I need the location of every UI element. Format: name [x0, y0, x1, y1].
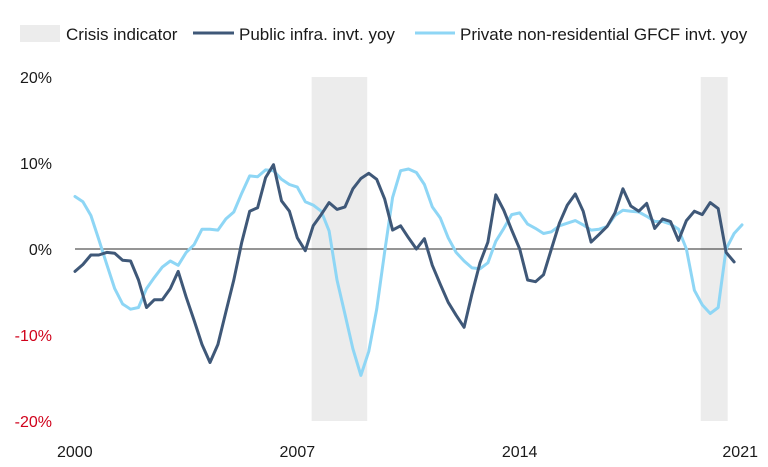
- x-axis-ticks: 2000 2007 2014 2021: [57, 444, 758, 461]
- legend-crisis-swatch: [20, 25, 60, 42]
- x-tick-label: 2007: [280, 444, 316, 461]
- legend-public-label: Public infra. invt. yoy: [239, 25, 395, 44]
- series-lines: [73, 163, 744, 377]
- x-tick-label: 2014: [502, 444, 538, 461]
- y-tick-label: 20%: [20, 70, 52, 87]
- legend: Crisis indicator Public infra. invt. yoy…: [20, 25, 748, 44]
- y-tick-label: 10%: [20, 156, 52, 173]
- public-infra-line: [73, 163, 736, 364]
- y-axis-ticks: 20% 10% 0% -10% -20%: [15, 70, 52, 431]
- x-tick-label: 2000: [57, 444, 93, 461]
- y-tick-label: -10%: [15, 328, 52, 345]
- y-tick-label: -20%: [15, 414, 52, 431]
- legend-private-label: Private non-residential GFCF invt. yoy: [460, 25, 748, 44]
- legend-crisis-label: Crisis indicator: [66, 25, 178, 44]
- y-tick-label: 0%: [29, 242, 52, 259]
- private-gfcf-line: [73, 167, 744, 377]
- x-tick-label: 2021: [722, 444, 758, 461]
